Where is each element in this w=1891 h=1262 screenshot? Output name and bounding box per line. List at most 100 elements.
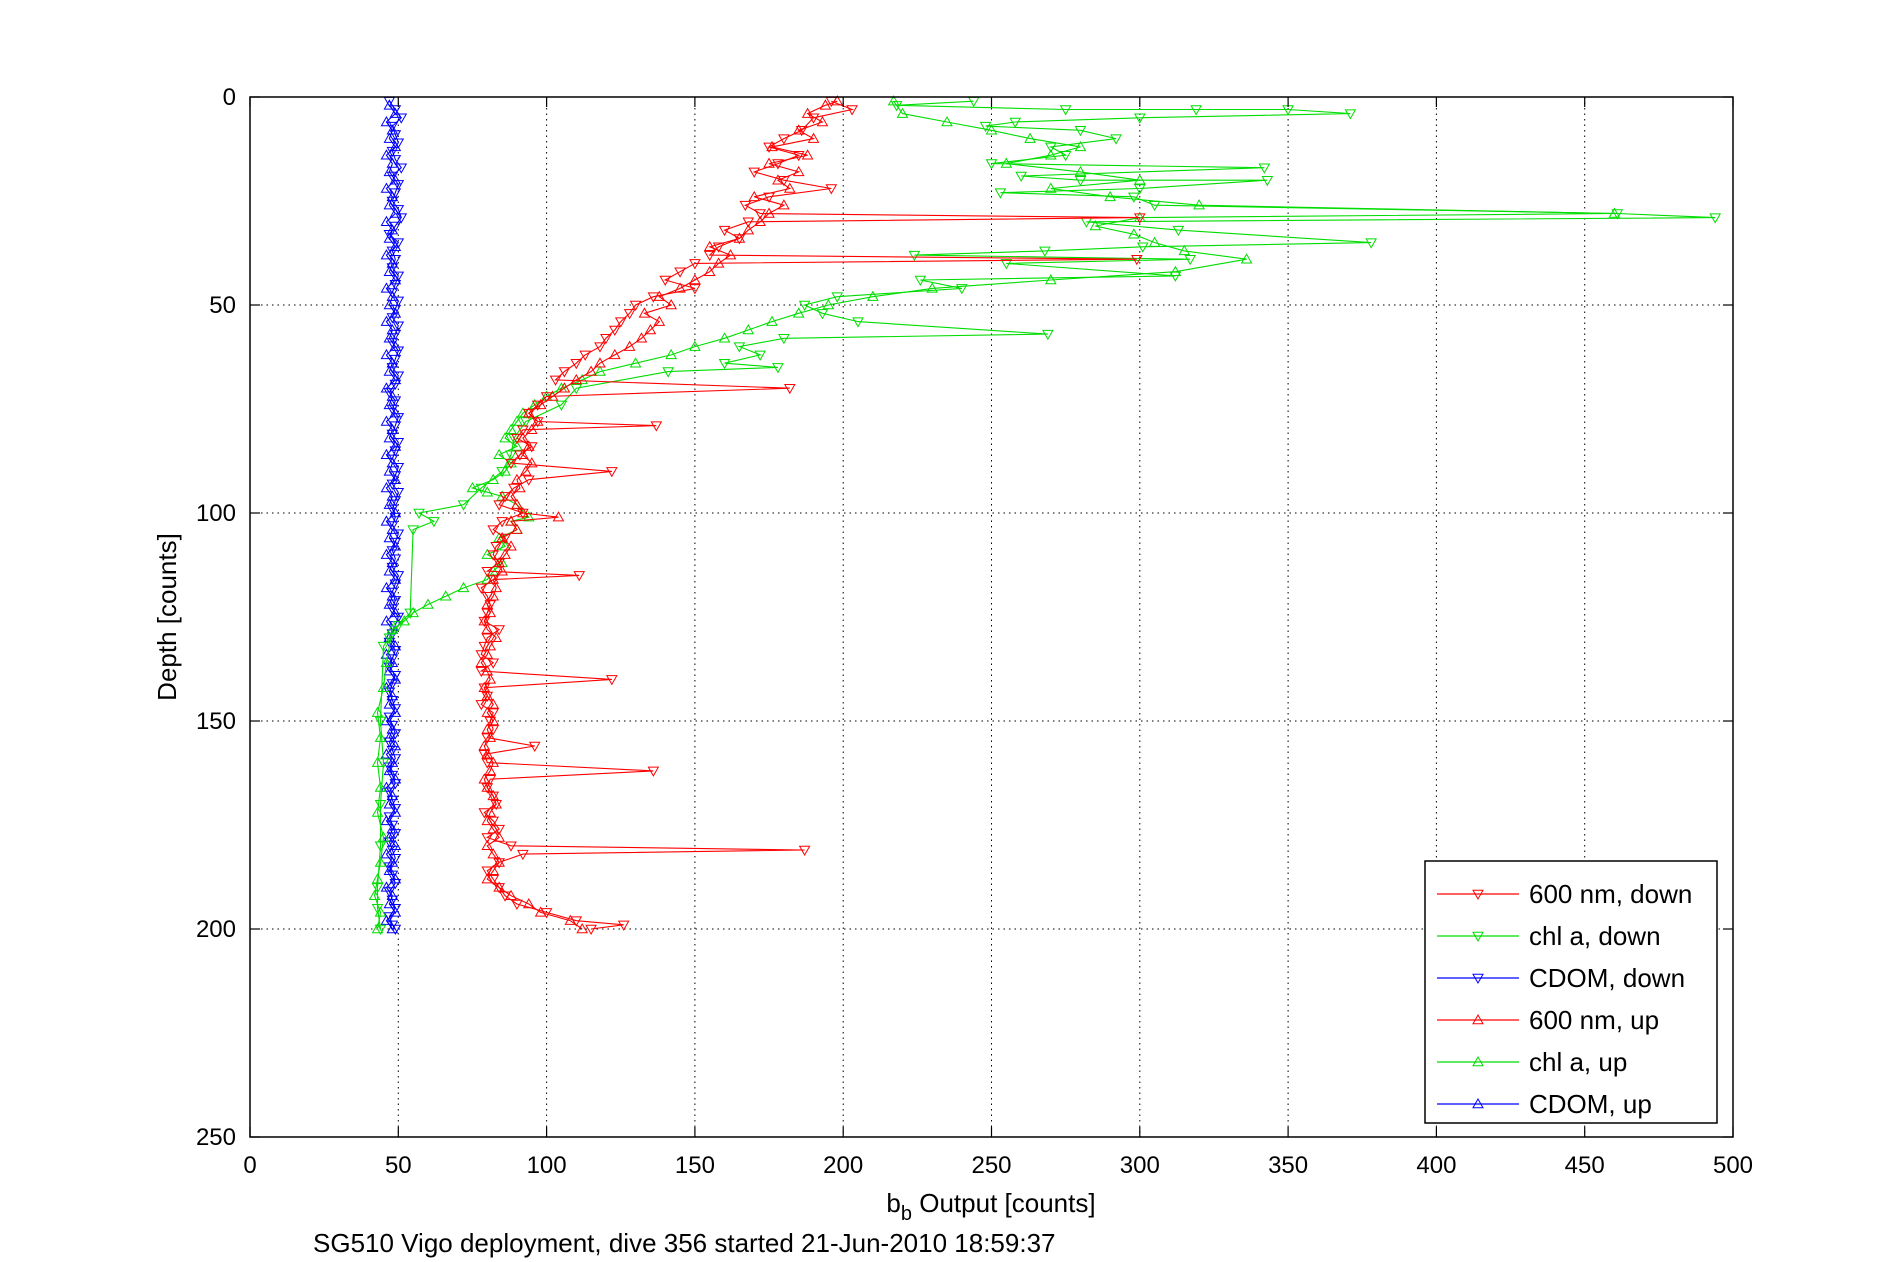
data-point [955,284,968,295]
data-point [383,565,396,576]
data-point [389,673,402,684]
data-point [534,906,547,917]
data-point [792,150,805,162]
data-point [742,323,755,335]
data-point [389,440,402,451]
data-point [505,458,517,470]
x-tick-label: 50 [385,1152,412,1179]
data-point [389,407,402,418]
data-point [481,598,494,609]
legend-marker [1472,973,1484,985]
data-point [689,274,701,285]
data-point [733,232,746,243]
data-point [389,640,402,651]
data-point [386,390,399,401]
data-point [481,781,494,792]
legend-label: CDOM, up [1529,1089,1652,1119]
data-point [570,383,583,395]
data-point [389,573,402,584]
data-point [608,325,621,336]
data-point [525,442,538,453]
data-point [985,159,998,170]
data-point [1000,157,1013,168]
data-point [478,681,491,692]
data-point [487,525,500,536]
data-point [383,798,396,809]
data-point [647,766,660,777]
data-point [386,590,399,601]
data-point [380,482,393,493]
data-point [481,623,494,634]
data-point [380,914,393,925]
data-point [511,498,523,509]
data-point [389,473,402,484]
x-tick-label: 350 [1268,1152,1308,1179]
data-point [386,756,399,767]
data-point [766,315,778,326]
data-point [763,207,775,218]
data-point [866,290,879,301]
data-point [605,467,618,478]
data-point [1184,254,1197,266]
data-point [505,450,517,461]
data-point [792,124,805,135]
data-point [386,723,399,734]
data-point [386,656,399,668]
data-point [457,581,470,593]
data-point [1074,140,1087,152]
data-point [499,548,511,559]
data-point [552,511,565,522]
data-point [389,606,402,618]
data-point [629,357,642,368]
data-point [389,340,402,351]
x-axis-label-subscript: b [901,1203,912,1225]
data-point [531,415,544,426]
data-point [383,831,396,842]
data-point [487,823,500,834]
data-point [635,332,648,343]
data-point [1110,134,1122,145]
data-point [481,839,494,851]
legend-label: CDOM, down [1529,963,1685,993]
data-point [505,457,517,468]
data-point [514,450,526,461]
data-point [374,906,387,917]
data-point [1074,175,1087,187]
data-point [389,773,402,784]
data-point [383,898,396,909]
legend-label: chl a, down [1529,921,1661,951]
data-point [389,506,402,518]
data-point [772,363,784,374]
data-point [718,332,731,343]
data-point [638,307,651,318]
data-point [519,465,532,476]
data-point [496,565,508,576]
data-point [979,121,992,133]
data-point [665,348,678,360]
data-point [650,421,663,432]
data-point [605,675,618,686]
data-point [1044,149,1057,160]
data-point [908,250,921,262]
data-point [528,741,541,752]
data-point [1261,175,1274,187]
data-point [368,889,381,900]
data-point [689,340,701,351]
axis-ticks [249,96,1734,1138]
data-point [712,257,725,268]
data-point [395,113,408,124]
data-point [766,140,778,152]
data-point [374,781,387,792]
data-point [534,398,547,410]
data-point [481,566,494,578]
data-point [1044,274,1057,285]
data-point [386,257,399,268]
data-point [1059,105,1072,116]
data-point [383,398,396,410]
data-point [570,358,583,370]
data-point [392,462,405,474]
data-point [778,134,790,145]
data-point [490,799,503,811]
data-point [395,213,408,224]
data-point [689,284,701,295]
